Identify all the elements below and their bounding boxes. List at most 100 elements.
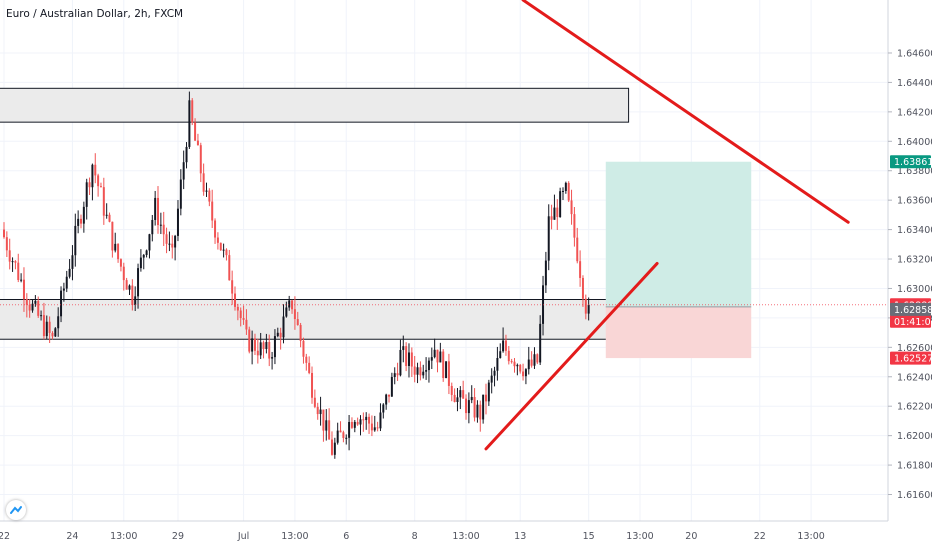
candle-body [484, 394, 487, 402]
candle-body [91, 164, 94, 188]
candles [3, 91, 590, 459]
candle [282, 304, 285, 344]
candle-body [17, 262, 20, 280]
support-zone [0, 299, 641, 340]
candle-body [584, 298, 587, 314]
candle [499, 343, 502, 359]
candle-body [482, 394, 485, 420]
x-tick-label: 13:00 [281, 531, 308, 542]
candle-body [285, 307, 288, 317]
candle-body [234, 293, 237, 307]
candle-body [299, 325, 302, 341]
candle [265, 333, 268, 354]
candle [379, 403, 382, 432]
candle-body [522, 371, 525, 377]
candle [313, 389, 316, 409]
y-tick-label: 1.64600 [897, 48, 932, 59]
candle [31, 300, 34, 313]
candle-body [402, 346, 405, 350]
candle-body [5, 237, 8, 251]
candle [484, 383, 487, 415]
price-label-text: 1.62527 [894, 354, 932, 365]
y-tick-label: 1.63400 [897, 225, 932, 236]
candle-body [547, 216, 550, 261]
candle [251, 330, 254, 365]
candle [396, 362, 399, 381]
candle [5, 231, 8, 258]
candle-body [105, 214, 108, 216]
candle [293, 296, 296, 330]
candle-body [51, 332, 54, 337]
candle [348, 414, 351, 451]
candle-body [353, 421, 356, 428]
target-price-label: 1.63861 [890, 155, 932, 169]
candle [102, 177, 105, 225]
candle [199, 142, 202, 183]
candle [65, 270, 68, 293]
x-tick-label: 15 [583, 531, 595, 542]
candle-body [499, 351, 502, 358]
y-tick-label: 1.64000 [897, 137, 932, 148]
candle [54, 327, 57, 338]
candle-body [165, 234, 168, 244]
candle [82, 201, 85, 233]
candle-body [350, 421, 353, 428]
candle [176, 200, 179, 242]
candle [8, 238, 11, 270]
candle-body [162, 224, 165, 235]
candle-body [573, 214, 576, 238]
candle-body [171, 243, 174, 248]
candle-body [311, 372, 314, 398]
candle-body [570, 200, 573, 215]
candle [42, 302, 45, 340]
candle [159, 212, 162, 235]
candle [234, 286, 237, 311]
candle-body [308, 362, 311, 373]
candle [456, 387, 459, 412]
candle [422, 364, 425, 379]
candle-body [293, 309, 296, 320]
candle [256, 338, 259, 364]
candle [196, 133, 199, 146]
candle-body [216, 237, 219, 243]
candle [194, 118, 197, 141]
candle [88, 177, 91, 195]
price-label-text: 1.62858 [894, 305, 932, 316]
tradingview-logo-icon[interactable] [6, 500, 26, 520]
candle [433, 338, 436, 359]
y-tick-label: 1.62400 [897, 372, 932, 383]
candle-body [271, 357, 274, 359]
candle [188, 91, 191, 149]
y-tick-label: 1.63800 [897, 166, 932, 177]
candle [559, 187, 562, 218]
candle-body [425, 370, 428, 372]
price-label-bg [890, 351, 931, 365]
candle [285, 301, 288, 318]
candle [134, 286, 137, 312]
candle [536, 353, 539, 365]
candle [561, 187, 564, 201]
candle-body [214, 220, 217, 238]
candle [37, 296, 40, 318]
candle [342, 430, 345, 443]
candle [473, 388, 476, 422]
candle [516, 363, 519, 376]
candle-body [453, 394, 456, 402]
candle [579, 250, 582, 287]
candle [85, 178, 88, 220]
candle [388, 394, 391, 403]
candle-body [490, 375, 493, 383]
candle-body [436, 349, 439, 363]
candle-body [225, 249, 228, 256]
candle-body [62, 288, 65, 291]
entry-price-label: 1.62858 [890, 302, 932, 316]
candle [119, 258, 122, 272]
candle-body [71, 255, 74, 269]
candle [25, 293, 28, 318]
candle-body [174, 235, 177, 248]
candle [108, 212, 111, 223]
candle-body [205, 190, 208, 192]
candle [14, 260, 17, 270]
